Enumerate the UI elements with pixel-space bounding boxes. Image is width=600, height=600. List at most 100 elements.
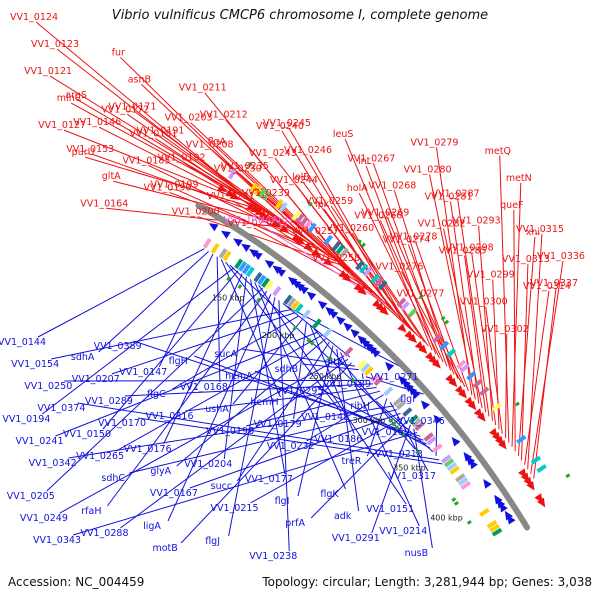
gene-label: VV1_0205 bbox=[7, 491, 55, 502]
ruler-label: 150 kbp bbox=[212, 293, 245, 302]
leader-line bbox=[220, 259, 281, 398]
leader-line bbox=[485, 306, 503, 434]
gene-label: flgH bbox=[169, 356, 188, 367]
leader-line bbox=[106, 290, 268, 507]
feature-block bbox=[323, 234, 333, 246]
feature-block bbox=[415, 449, 421, 455]
gene-label: VV1_0336 bbox=[537, 251, 585, 262]
feature-block bbox=[257, 187, 267, 199]
feature-arrow bbox=[317, 300, 328, 310]
feature-block bbox=[466, 520, 472, 525]
gene-label: VV1_0389 bbox=[94, 341, 142, 352]
leader-line bbox=[225, 119, 358, 280]
feature-block bbox=[202, 238, 212, 249]
leader-line bbox=[253, 227, 374, 294]
gene-label: VV1_0317 bbox=[388, 471, 436, 482]
feature-block bbox=[374, 276, 384, 287]
gene-label: VV1_0194 bbox=[2, 414, 50, 425]
gene-label: queF bbox=[500, 200, 523, 211]
feature-block bbox=[331, 240, 341, 252]
gene-label: VV1_0260 bbox=[326, 223, 374, 234]
feature-block bbox=[262, 190, 271, 202]
gene-label: VV1_0230 bbox=[214, 164, 262, 175]
leader-line bbox=[241, 348, 356, 367]
leader-line bbox=[64, 379, 370, 382]
gene-label: metQ bbox=[485, 146, 511, 157]
gene-label: VV1_0285 bbox=[439, 246, 487, 257]
leader-line bbox=[400, 271, 462, 383]
feature-block bbox=[530, 455, 542, 465]
chromosome-backbone bbox=[195, 202, 531, 531]
feature-arrow bbox=[507, 514, 516, 525]
gene-label: VV1_0280 bbox=[404, 165, 452, 176]
leader-line bbox=[98, 126, 280, 220]
gene-label: VV1_0200 bbox=[172, 207, 220, 218]
leader-line bbox=[464, 255, 487, 413]
feature-block bbox=[449, 465, 460, 475]
gene-label: VV1_tRNAArg1 bbox=[224, 215, 294, 226]
gene-label: VV1_0300 bbox=[460, 297, 508, 308]
leader-line bbox=[306, 394, 384, 442]
leader-line bbox=[158, 253, 214, 368]
feature-block bbox=[408, 414, 419, 424]
feature-block bbox=[335, 244, 345, 255]
feature-block bbox=[358, 263, 369, 274]
leader-line bbox=[172, 315, 299, 390]
leader-line bbox=[513, 209, 516, 452]
gene-label: purU bbox=[72, 147, 95, 158]
feature-arrow bbox=[221, 230, 231, 239]
gene-label: VV1_0189 bbox=[323, 379, 371, 390]
gene-label: fur bbox=[112, 47, 125, 58]
gene-label: xni bbox=[526, 227, 540, 238]
feature-block bbox=[400, 431, 406, 437]
feature-arrow bbox=[350, 328, 360, 338]
gene-label: VV1_0148 bbox=[301, 412, 349, 423]
feature-arrow bbox=[343, 322, 353, 332]
feature-block bbox=[446, 461, 458, 472]
feature-arrow bbox=[299, 285, 309, 295]
leader-line bbox=[250, 416, 405, 504]
leader-line bbox=[98, 250, 209, 353]
feature-block bbox=[479, 386, 490, 397]
gene-label: VV1_0313 bbox=[502, 254, 550, 265]
feature-block bbox=[274, 198, 284, 210]
feature-arrow bbox=[357, 286, 367, 296]
ruler-label: 400 kbp bbox=[430, 514, 463, 523]
gene-label: VV1_0232 bbox=[267, 441, 315, 452]
feature-arrow bbox=[263, 213, 273, 222]
gene-label: VV1_0343 bbox=[33, 535, 81, 546]
leader-line bbox=[393, 190, 452, 371]
leader-line bbox=[56, 48, 253, 201]
leader-line bbox=[310, 420, 408, 519]
gene-label: VV1_0151 bbox=[366, 504, 414, 515]
leader-line bbox=[189, 412, 401, 489]
leader-line bbox=[351, 232, 429, 347]
gene-label: VV1_0186 bbox=[314, 434, 362, 445]
feature-block bbox=[453, 500, 459, 506]
gene-label: VV1_0208 bbox=[186, 140, 234, 151]
gene-label: VV1_0147 bbox=[119, 367, 167, 378]
feature-arrow bbox=[494, 494, 503, 505]
feature-block bbox=[451, 497, 457, 502]
leader-line bbox=[337, 262, 422, 339]
gene-label: VV1_0196 bbox=[206, 426, 254, 437]
feature-block bbox=[355, 260, 365, 271]
leader-line bbox=[72, 431, 418, 536]
leader-line bbox=[129, 409, 398, 474]
feature-block bbox=[308, 201, 313, 207]
gene-label: VV1_0298 bbox=[446, 243, 494, 254]
gene-label: VV1_0164 bbox=[80, 198, 128, 209]
feature-block bbox=[400, 300, 410, 311]
leader-line bbox=[185, 387, 377, 412]
leader-line bbox=[77, 402, 440, 461]
feature-block bbox=[536, 464, 547, 473]
feature-block bbox=[326, 355, 332, 361]
leader-line bbox=[141, 83, 307, 239]
ruler-label: 250 kbp bbox=[309, 372, 342, 381]
gene-label: sdhB bbox=[275, 364, 299, 375]
feature-arrow bbox=[469, 459, 478, 470]
gene-label: sucA bbox=[214, 349, 237, 360]
leader-line bbox=[520, 263, 529, 461]
feature-arrow bbox=[379, 306, 389, 316]
